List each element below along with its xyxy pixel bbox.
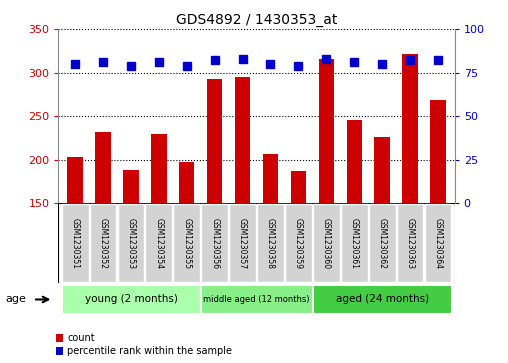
FancyBboxPatch shape — [117, 204, 144, 282]
FancyBboxPatch shape — [425, 204, 451, 282]
FancyBboxPatch shape — [341, 204, 368, 282]
Bar — [123, 170, 139, 203]
Bar — [207, 79, 223, 203]
Legend: count, percentile rank within the sample: count, percentile rank within the sample — [56, 333, 232, 356]
FancyBboxPatch shape — [397, 204, 423, 282]
Bar — [402, 54, 418, 203]
Text: aged (24 months): aged (24 months) — [336, 294, 429, 305]
Bar — [96, 132, 111, 203]
FancyBboxPatch shape — [285, 204, 312, 282]
Text: GSM1230354: GSM1230354 — [154, 218, 164, 269]
FancyBboxPatch shape — [90, 204, 116, 282]
Text: GSM1230355: GSM1230355 — [182, 218, 192, 269]
Bar — [263, 154, 278, 203]
Text: GSM1230363: GSM1230363 — [405, 218, 415, 269]
Text: GSM1230358: GSM1230358 — [266, 218, 275, 269]
Text: GSM1230362: GSM1230362 — [377, 218, 387, 269]
Bar — [291, 171, 306, 203]
Text: GSM1230359: GSM1230359 — [294, 218, 303, 269]
Text: GSM1230356: GSM1230356 — [210, 218, 219, 269]
FancyBboxPatch shape — [173, 204, 200, 282]
Text: age: age — [5, 294, 26, 305]
FancyBboxPatch shape — [201, 204, 228, 282]
Text: middle aged (12 months): middle aged (12 months) — [203, 295, 310, 304]
Text: GSM1230352: GSM1230352 — [99, 218, 108, 269]
Title: GDS4892 / 1430353_at: GDS4892 / 1430353_at — [176, 13, 337, 26]
Text: GSM1230360: GSM1230360 — [322, 218, 331, 269]
FancyBboxPatch shape — [369, 204, 396, 282]
FancyBboxPatch shape — [313, 204, 340, 282]
FancyBboxPatch shape — [62, 204, 88, 282]
Text: GSM1230357: GSM1230357 — [238, 218, 247, 269]
Bar — [319, 59, 334, 203]
Bar — [374, 137, 390, 203]
Text: GSM1230361: GSM1230361 — [350, 218, 359, 269]
Bar — [346, 120, 362, 203]
FancyBboxPatch shape — [229, 204, 256, 282]
Bar — [151, 134, 167, 203]
FancyBboxPatch shape — [201, 285, 313, 314]
FancyBboxPatch shape — [257, 204, 284, 282]
FancyBboxPatch shape — [313, 285, 453, 314]
Text: young (2 months): young (2 months) — [84, 294, 177, 305]
Text: GSM1230353: GSM1230353 — [126, 218, 136, 269]
FancyBboxPatch shape — [62, 285, 201, 314]
Bar — [430, 99, 446, 203]
Bar — [235, 77, 250, 203]
Bar — [68, 157, 83, 203]
Text: GSM1230351: GSM1230351 — [71, 218, 80, 269]
Bar — [179, 162, 195, 203]
FancyBboxPatch shape — [145, 204, 172, 282]
Text: GSM1230364: GSM1230364 — [433, 218, 442, 269]
